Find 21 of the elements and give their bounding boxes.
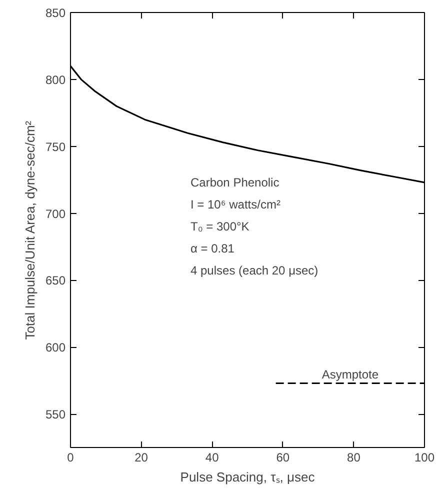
y-tick-label: 850 (45, 6, 66, 20)
annotation: I = 10⁶ watts/cm² (190, 198, 280, 212)
y-tick-label: 650 (45, 274, 66, 288)
x-tick-label: 20 (134, 450, 148, 464)
x-tick-label: 40 (205, 450, 220, 464)
annotation: T₀ = 300°K (190, 220, 250, 234)
annotation: α = 0.81 (190, 242, 235, 256)
y-tick-label: 700 (45, 206, 66, 221)
annotation: Carbon Phenolic (190, 176, 280, 190)
x-tick-label: 0 (67, 450, 74, 464)
annotation: 4 pulses (each 20 μsec) (190, 264, 318, 278)
x-tick-label: 60 (276, 450, 290, 464)
series-label: Asymptote (322, 367, 379, 382)
x-tick-label: 80 (347, 450, 361, 464)
x-tick-label: 100 (414, 450, 435, 464)
y-tick-label: 800 (45, 72, 66, 87)
y-axis-title: Total Impulse/Unit Area, dyne-sec/cm² (22, 120, 38, 340)
y-tick-label: 550 (45, 408, 66, 422)
x-axis-title: Pulse Spacing, τₛ, μsec (180, 470, 316, 484)
y-tick-label: 750 (45, 140, 66, 154)
y-tick-label: 600 (45, 340, 66, 355)
